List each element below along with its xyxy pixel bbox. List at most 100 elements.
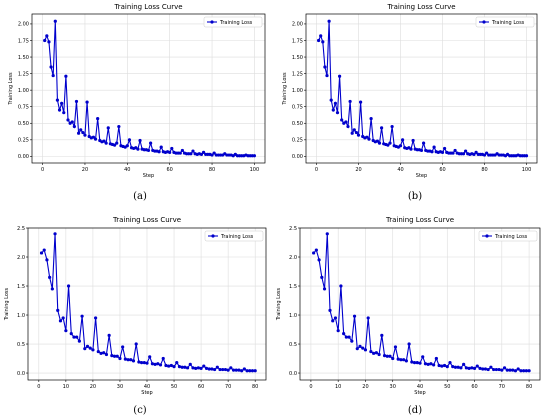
- data-point: [55, 98, 60, 102]
- data-point: [161, 356, 165, 361]
- data-point: [57, 108, 62, 112]
- data-point: [513, 369, 518, 373]
- data-point: [134, 342, 138, 346]
- legend-marker: [485, 234, 489, 238]
- data-point: [48, 275, 52, 279]
- data-point: [115, 141, 119, 145]
- plot-frame: [305, 13, 538, 164]
- data-point: [388, 141, 392, 145]
- data-point: [137, 360, 141, 364]
- data-point: [210, 367, 214, 371]
- data-point: [451, 365, 455, 369]
- data-point: [359, 100, 363, 104]
- data-point: [464, 366, 468, 370]
- data-point: [180, 148, 184, 153]
- data-point: [142, 360, 146, 365]
- data-point: [317, 258, 321, 262]
- data-point: [138, 138, 142, 143]
- y-tick-label: 2.5: [17, 226, 25, 232]
- y-tick-label: 0.0: [289, 371, 297, 377]
- data-point: [338, 74, 342, 78]
- data-point: [72, 124, 76, 129]
- data-point: [325, 73, 329, 78]
- y-axis-label: Training Loss: [276, 287, 282, 321]
- data-point: [505, 368, 509, 372]
- x-axis-label: Step: [414, 390, 425, 396]
- data-point: [83, 133, 87, 137]
- y-tick-label: 0.50: [292, 121, 303, 127]
- legend-label: Training Loss: [220, 234, 254, 240]
- data-point: [342, 331, 346, 336]
- y-tick-label: 1.75: [292, 38, 303, 44]
- data-point: [412, 360, 417, 365]
- data-point: [45, 34, 49, 38]
- y-tick-label: 2.5: [289, 226, 297, 232]
- y-tick-label: 1.25: [18, 71, 29, 77]
- data-point: [204, 366, 209, 370]
- data-point: [482, 153, 487, 157]
- data-point: [522, 369, 526, 373]
- data-point: [102, 351, 106, 355]
- data-point: [180, 365, 184, 369]
- data-point: [45, 258, 49, 262]
- x-tick-label: 20: [90, 384, 96, 390]
- x-axis-label: Step: [143, 173, 154, 179]
- data-point: [237, 368, 241, 372]
- data-point: [96, 117, 100, 121]
- data-point: [245, 369, 249, 373]
- y-axis-label: Training Loss: [4, 287, 10, 321]
- data-point: [516, 367, 520, 371]
- data-point: [404, 359, 408, 363]
- data-point: [472, 152, 476, 156]
- y-tick-label: 0.0: [17, 371, 25, 377]
- x-tick-label: 0: [37, 384, 40, 390]
- data-point: [312, 251, 316, 255]
- data-point: [164, 363, 168, 368]
- data-point: [123, 357, 127, 361]
- data-point: [47, 40, 51, 44]
- x-tick-label: 10: [63, 384, 69, 390]
- data-point: [422, 141, 426, 145]
- data-point: [461, 152, 466, 156]
- data-point: [407, 342, 411, 346]
- y-tick-label: 0.5: [17, 342, 25, 348]
- data-point: [56, 308, 60, 312]
- data-point: [402, 358, 406, 362]
- data-point: [202, 364, 206, 368]
- data-point: [347, 335, 351, 339]
- plot-frame: [31, 13, 266, 164]
- chart-title: Training Loss Curve: [112, 216, 181, 224]
- data-point: [380, 333, 384, 337]
- data-point: [248, 369, 252, 373]
- data-point: [126, 358, 130, 362]
- legend-marker: [210, 20, 214, 24]
- data-point: [207, 367, 211, 371]
- data-point: [365, 135, 369, 139]
- data-point: [511, 368, 515, 372]
- data-point: [398, 144, 403, 148]
- y-axis-label: Training Loss: [8, 72, 14, 106]
- data-point: [319, 34, 323, 38]
- data-point: [443, 146, 447, 151]
- data-point: [250, 369, 255, 373]
- data-point: [336, 329, 340, 333]
- data-point: [91, 135, 96, 139]
- y-tick-label: 2.0: [17, 255, 25, 261]
- data-point: [320, 275, 324, 279]
- legend-label: Training Loss: [219, 20, 253, 26]
- x-tick-label: 60: [471, 384, 477, 390]
- data-point: [58, 319, 63, 323]
- y-tick-label: 2.00: [292, 22, 303, 28]
- data-point: [500, 368, 504, 372]
- data-point: [210, 153, 214, 157]
- data-point: [177, 365, 182, 369]
- data-point: [212, 151, 216, 155]
- data-point: [83, 347, 87, 351]
- panel-caption: (b): [408, 191, 422, 202]
- data-point: [396, 357, 400, 361]
- data-point: [380, 126, 384, 130]
- data-point: [61, 316, 65, 320]
- data-point: [377, 352, 381, 357]
- data-point: [470, 366, 474, 370]
- data-point: [94, 316, 98, 320]
